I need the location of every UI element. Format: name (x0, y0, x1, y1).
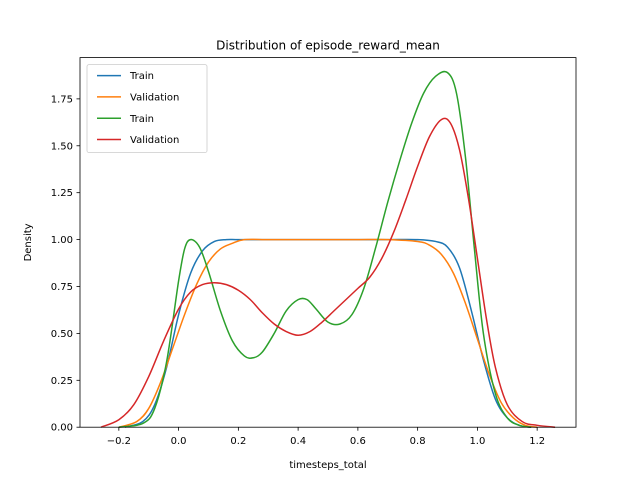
x-tick-label: 0.8 (410, 436, 426, 447)
y-tick-label: 0.25 (51, 376, 73, 387)
series-line-2 (118, 238, 538, 428)
y-tick-label: 1.50 (51, 141, 73, 152)
chart-title: Distribution of episode_reward_mean (216, 39, 440, 53)
x-tick-label: 0.6 (350, 436, 366, 447)
y-axis-label: Density (23, 223, 34, 261)
legend-label-4: Validation (130, 135, 179, 146)
x-tick-label: 1.2 (529, 436, 545, 447)
x-tick-label: 1.0 (469, 436, 485, 447)
series-line-4 (100, 117, 556, 428)
x-tick-label: 0.0 (171, 436, 187, 447)
legend-label-2: Validation (130, 93, 179, 104)
x-tick-label: 0.2 (230, 436, 246, 447)
series-layer (100, 70, 556, 428)
legend-box (86, 64, 208, 153)
y-tick-label: 1.75 (51, 94, 73, 105)
x-tick-label: −0.2 (107, 436, 131, 447)
legend: Train Validation Train Validation (86, 64, 208, 153)
tick-layer: −0.2 0.0 0.2 0.4 0.6 0.8 1.0 1.2 0.00 0.25 0.50 0.7… (51, 94, 545, 447)
y-tick-label: 0.50 (51, 329, 73, 340)
legend-label-1: Train (129, 71, 154, 82)
x-axis-label: timesteps_total (289, 460, 366, 471)
x-tick-label: 0.4 (290, 436, 306, 447)
series-line-3 (118, 70, 532, 428)
y-tick-label: 1.25 (51, 188, 73, 199)
y-tick-label: 0.75 (51, 282, 73, 293)
plot-frame (79, 57, 577, 428)
legend-label-3: Train (129, 114, 154, 125)
y-tick-label: 0.00 (51, 423, 73, 434)
y-tick-label: 1.00 (51, 235, 73, 246)
